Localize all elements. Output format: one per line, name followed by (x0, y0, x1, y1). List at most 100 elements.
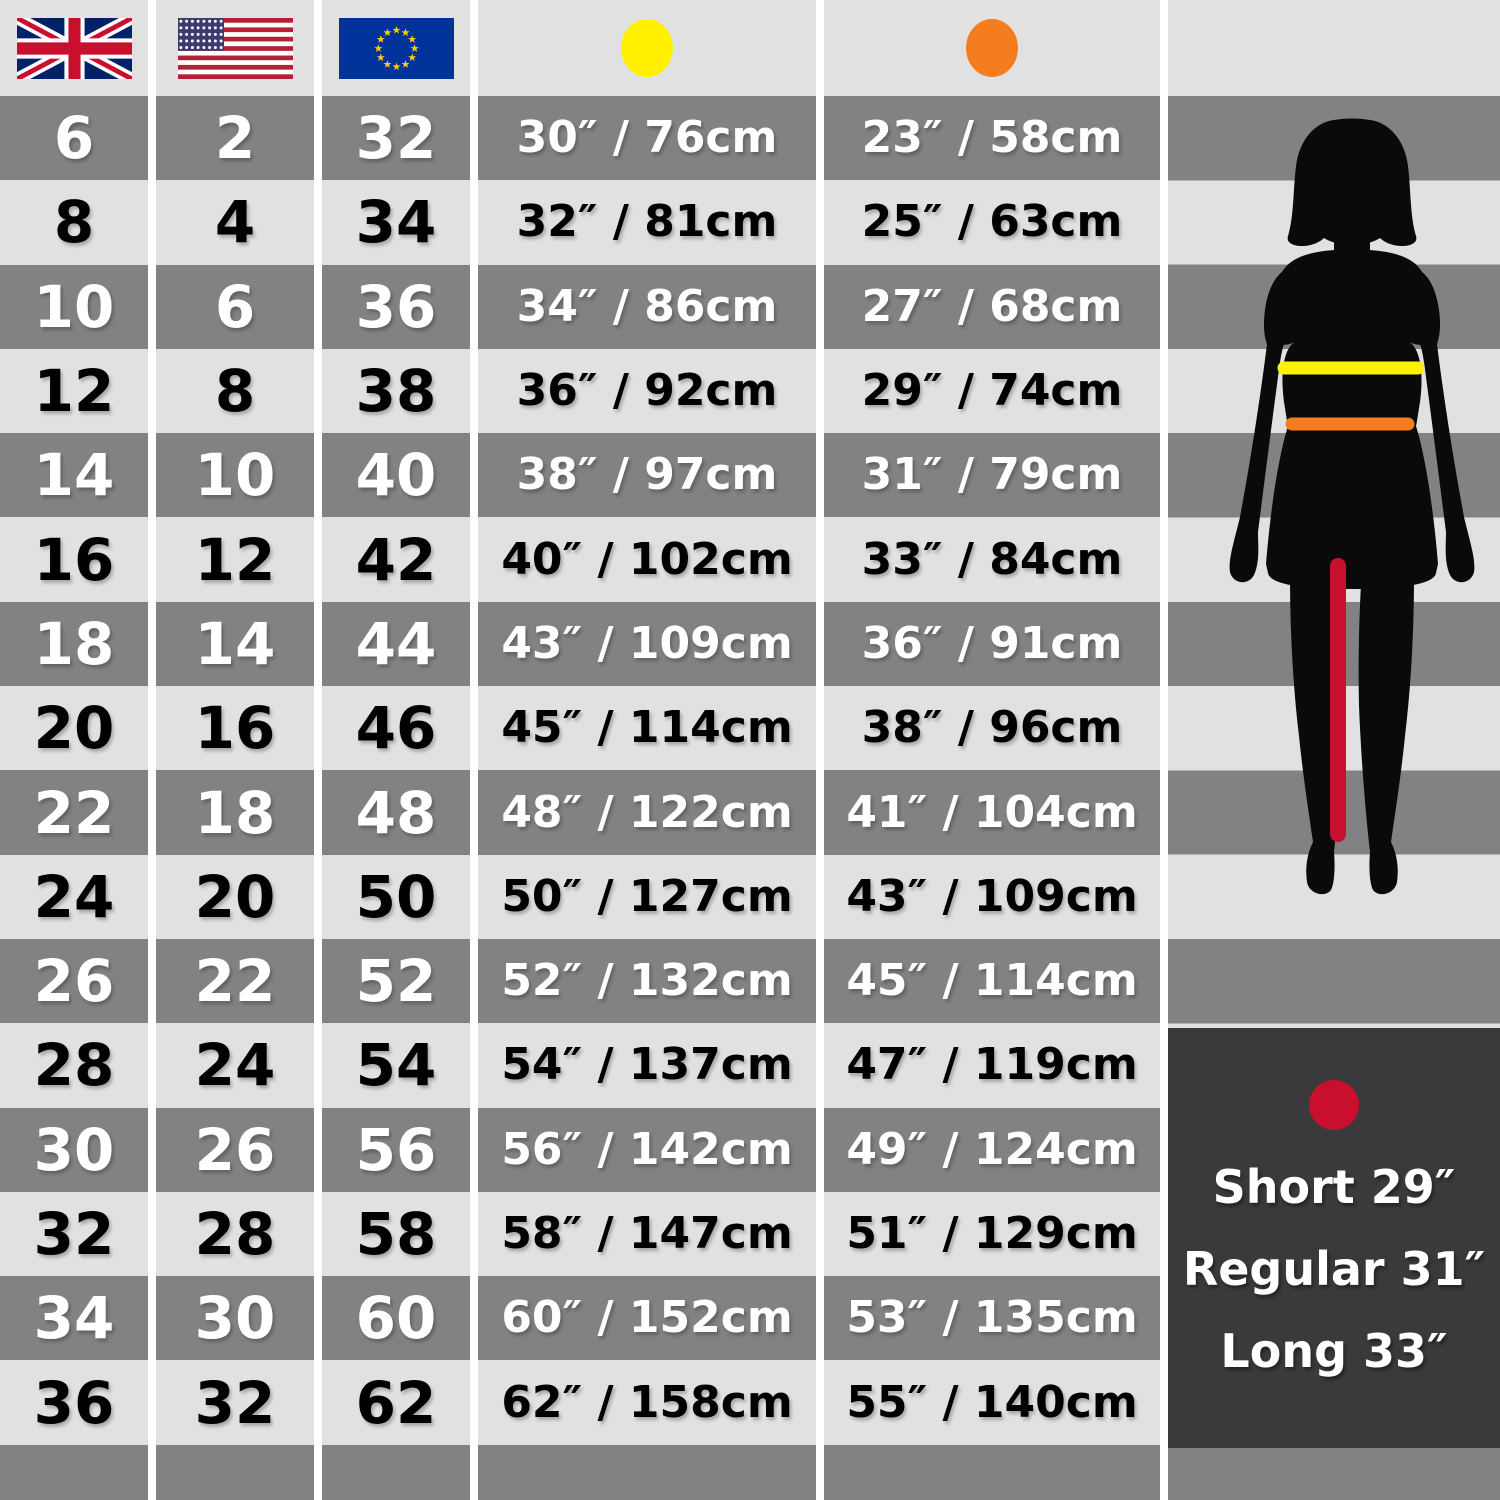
bust-cell: 43″ / 109cm (478, 601, 816, 687)
us-flag-icon (177, 17, 293, 79)
bust-cell: 34″ / 86cm (478, 264, 816, 349)
bust-cell: 52″ / 132cm (478, 938, 816, 1024)
waist-orange-dot-icon (966, 19, 1018, 77)
bust-column: 30″ / 76cm 32″ / 81cm 34″ / 86cm 36″ / 9… (478, 0, 816, 1500)
waist-header (824, 0, 1160, 96)
inside-leg-length-short: Short 29″ (1212, 1160, 1456, 1214)
uk-size-cell: 16 (0, 517, 148, 602)
bust-cell: 58″ / 147cm (478, 1191, 816, 1277)
eu-size-cell: 54 (322, 1023, 470, 1108)
bust-cell: 36″ / 92cm (478, 348, 816, 434)
silhouette-right-leg (1358, 576, 1414, 895)
eu-header (322, 0, 470, 96)
measurement-guide-panel: Short 29″ Regular 31″ Long 33″ (1168, 0, 1500, 1500)
uk-size-cell: 30 (0, 1107, 148, 1192)
us-size-cell: 10 (156, 433, 314, 518)
eu-size-cell: 56 (322, 1107, 470, 1192)
table-footer-stripe (0, 1444, 148, 1500)
uk-size-cell: 28 (0, 1023, 148, 1108)
waist-cell: 36″ / 91cm (824, 601, 1160, 687)
bust-cell: 54″ / 137cm (478, 1023, 816, 1108)
waist-cell: 23″ / 58cm (824, 96, 1160, 181)
waist-cell: 38″ / 96cm (824, 686, 1160, 771)
us-size-cell: 14 (156, 601, 314, 687)
us-column: 2 4 6 8 10 12 14 16 18 20 22 24 26 28 30… (156, 0, 314, 1500)
waist-cell: 45″ / 114cm (824, 938, 1160, 1024)
waist-cell: 41″ / 104cm (824, 770, 1160, 855)
uk-size-cell: 34 (0, 1276, 148, 1361)
eu-size-cell: 40 (322, 433, 470, 518)
uk-size-cell: 8 (0, 180, 148, 265)
uk-size-cell: 10 (0, 264, 148, 349)
eu-size-cell: 48 (322, 770, 470, 855)
inside-leg-red-dot-icon (1309, 1080, 1359, 1130)
eu-size-cell: 52 (322, 938, 470, 1024)
us-size-cell: 16 (156, 686, 314, 771)
bust-cell: 48″ / 122cm (478, 770, 816, 855)
uk-size-cell: 26 (0, 938, 148, 1024)
eu-size-cell: 58 (322, 1191, 470, 1277)
eu-size-cell: 62 (322, 1360, 470, 1445)
us-size-cell: 26 (156, 1107, 314, 1192)
woman-silhouette (1229, 118, 1475, 895)
waist-cell: 55″ / 140cm (824, 1360, 1160, 1445)
silhouette-head (1287, 118, 1417, 246)
uk-flag-icon (16, 17, 132, 79)
eu-size-cell: 60 (322, 1276, 470, 1361)
uk-size-cell: 20 (0, 686, 148, 771)
us-size-cell: 6 (156, 264, 314, 349)
uk-size-cell: 6 (0, 96, 148, 181)
uk-size-cell: 36 (0, 1360, 148, 1445)
eu-size-cell: 44 (322, 601, 470, 687)
silhouette-right-arm (1410, 266, 1475, 583)
bust-cell: 32″ / 81cm (478, 180, 816, 265)
waist-cell: 49″ / 124cm (824, 1107, 1160, 1192)
us-size-cell: 28 (156, 1191, 314, 1277)
bust-cell: 50″ / 127cm (478, 854, 816, 939)
inside-leg-length-long: Long 33″ (1220, 1324, 1448, 1379)
eu-column: 32 34 36 38 40 42 44 46 48 50 52 54 56 5… (322, 0, 470, 1500)
silhouette-left-arm (1229, 266, 1294, 583)
us-size-cell: 30 (156, 1276, 314, 1361)
us-size-cell: 2 (156, 96, 314, 181)
us-header (156, 0, 314, 96)
waist-cell: 47″ / 119cm (824, 1023, 1160, 1108)
eu-flag-icon (338, 17, 454, 79)
waist-cell: 31″ / 79cm (824, 433, 1160, 518)
waist-cell: 25″ / 63cm (824, 180, 1160, 265)
table-footer-stripe (478, 1444, 816, 1500)
us-size-cell: 20 (156, 854, 314, 939)
silhouette-torso (1266, 217, 1438, 589)
table-footer-stripe (322, 1444, 470, 1500)
us-size-cell: 32 (156, 1360, 314, 1445)
size-table: 6 8 10 12 14 16 18 20 22 24 26 28 30 32 … (0, 0, 1160, 1500)
uk-size-cell: 12 (0, 348, 148, 434)
eu-size-cell: 38 (322, 348, 470, 434)
bust-cell: 45″ / 114cm (478, 686, 816, 771)
inside-leg-length-regular: Regular 31″ (1182, 1242, 1486, 1297)
uk-column: 6 8 10 12 14 16 18 20 22 24 26 28 30 32 … (0, 0, 148, 1500)
waist-cell: 33″ / 84cm (824, 517, 1160, 602)
eu-size-cell: 50 (322, 854, 470, 939)
bust-cell: 56″ / 142cm (478, 1107, 816, 1192)
us-size-cell: 24 (156, 1023, 314, 1108)
eu-size-cell: 34 (322, 180, 470, 265)
eu-size-cell: 46 (322, 686, 470, 771)
bust-header (478, 0, 816, 96)
inside-leg-panel: Short 29″ Regular 31″ Long 33″ (1168, 1028, 1500, 1448)
waist-cell: 29″ / 74cm (824, 348, 1160, 434)
bust-cell: 38″ / 97cm (478, 433, 816, 518)
waist-cell: 53″ / 135cm (824, 1276, 1160, 1361)
us-size-cell: 8 (156, 348, 314, 434)
uk-size-cell: 18 (0, 601, 148, 687)
waist-column: 23″ / 58cm 25″ / 63cm 27″ / 68cm 29″ / 7… (824, 0, 1160, 1500)
table-footer-stripe (824, 1444, 1160, 1500)
us-size-cell: 12 (156, 517, 314, 602)
bust-yellow-dot-icon (621, 19, 673, 77)
waist-cell: 27″ / 68cm (824, 264, 1160, 349)
bust-cell: 60″ / 152cm (478, 1276, 816, 1361)
us-size-cell: 18 (156, 770, 314, 855)
eu-size-cell: 32 (322, 96, 470, 181)
uk-size-cell: 14 (0, 433, 148, 518)
